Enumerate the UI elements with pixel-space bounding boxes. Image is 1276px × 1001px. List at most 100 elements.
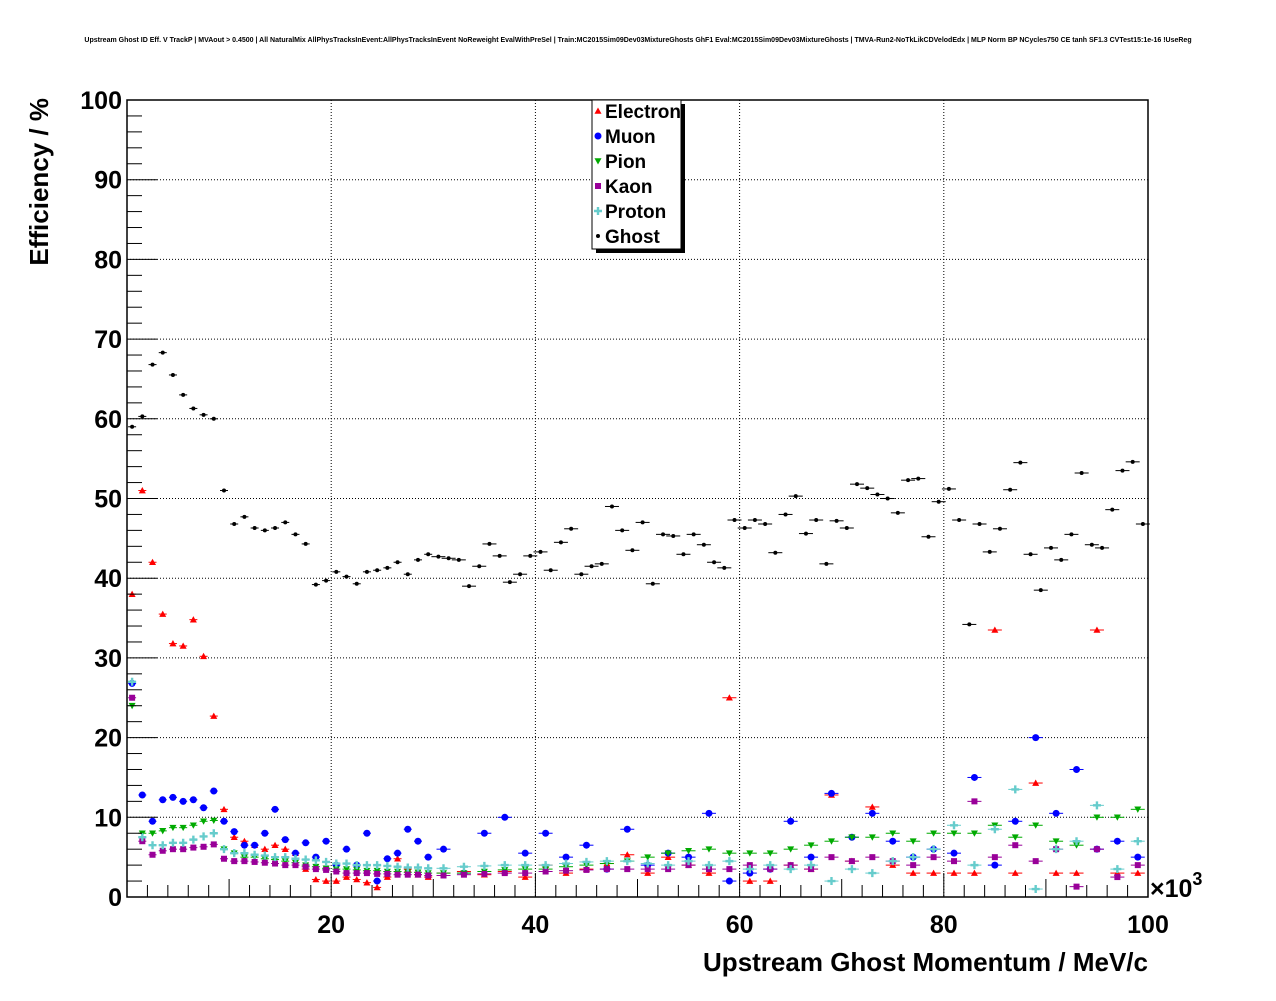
data-point bbox=[970, 830, 978, 837]
data-point bbox=[210, 841, 217, 848]
data-point bbox=[620, 528, 625, 533]
data-point bbox=[855, 482, 860, 487]
data-point bbox=[273, 525, 278, 530]
data-point bbox=[664, 861, 673, 870]
data-point bbox=[624, 866, 631, 873]
data-point bbox=[746, 877, 754, 884]
data-point bbox=[661, 532, 666, 537]
data-point bbox=[1073, 765, 1081, 773]
data-point bbox=[766, 861, 775, 870]
legend-label: Pion bbox=[605, 152, 646, 173]
data-point bbox=[1073, 842, 1081, 849]
legend: Electron Muon Pion Kaon Proton Ghost bbox=[591, 99, 685, 253]
data-point bbox=[991, 626, 999, 633]
data-point bbox=[957, 518, 962, 523]
data-point bbox=[521, 873, 529, 880]
data-point bbox=[1032, 858, 1039, 865]
data-point bbox=[221, 488, 226, 493]
data-point bbox=[189, 616, 197, 623]
data-point bbox=[200, 804, 208, 812]
y-tick-label: 50 bbox=[94, 486, 122, 514]
data-point bbox=[640, 520, 645, 525]
legend-label: Muon bbox=[605, 127, 656, 148]
data-point bbox=[936, 499, 941, 504]
data-point bbox=[1134, 806, 1142, 813]
legend-marker bbox=[595, 183, 601, 189]
data-point bbox=[415, 557, 420, 562]
data-point bbox=[271, 853, 280, 862]
data-point bbox=[240, 854, 248, 861]
data-point bbox=[786, 865, 795, 874]
data-point bbox=[563, 867, 570, 874]
data-point bbox=[752, 518, 757, 523]
data-point bbox=[970, 773, 978, 781]
data-point bbox=[644, 854, 652, 861]
data-point bbox=[1011, 817, 1019, 825]
data-point bbox=[712, 560, 717, 565]
data-point bbox=[385, 565, 390, 570]
data-point bbox=[1052, 809, 1060, 817]
data-point bbox=[541, 861, 550, 870]
data-point bbox=[1011, 834, 1019, 841]
data-point bbox=[650, 581, 655, 586]
data-point bbox=[393, 862, 402, 871]
data-point bbox=[200, 843, 207, 850]
data-point bbox=[507, 580, 512, 585]
data-point bbox=[404, 871, 411, 878]
data-point bbox=[251, 841, 259, 849]
data-point bbox=[1133, 837, 1142, 846]
data-point bbox=[518, 572, 523, 577]
data-point bbox=[322, 877, 330, 884]
data-point bbox=[334, 569, 339, 574]
data-point bbox=[283, 520, 288, 525]
x-axis-multiplier: ×103 bbox=[1150, 869, 1202, 903]
data-point bbox=[950, 849, 958, 857]
data-point bbox=[869, 854, 876, 861]
data-point bbox=[169, 824, 177, 832]
data-point bbox=[950, 869, 958, 876]
data-point bbox=[1018, 460, 1023, 465]
data-point bbox=[395, 560, 400, 565]
data-point bbox=[487, 541, 492, 546]
data-point bbox=[302, 839, 310, 847]
data-point bbox=[481, 870, 488, 877]
data-point bbox=[439, 864, 448, 873]
data-point bbox=[150, 362, 155, 367]
data-point bbox=[664, 850, 672, 857]
data-point bbox=[383, 861, 392, 870]
data-point bbox=[179, 838, 188, 847]
data-point bbox=[149, 830, 157, 837]
data-point bbox=[149, 851, 156, 858]
data-point bbox=[602, 857, 611, 866]
data-point bbox=[240, 849, 249, 858]
data-point bbox=[1008, 487, 1013, 492]
data-point bbox=[542, 868, 549, 875]
data-point bbox=[951, 858, 958, 865]
data-point bbox=[990, 825, 999, 834]
data-point bbox=[138, 487, 146, 494]
data-point bbox=[1092, 801, 1101, 810]
data-point bbox=[189, 796, 197, 804]
data-point bbox=[230, 833, 238, 841]
data-point bbox=[301, 855, 310, 864]
data-point bbox=[824, 561, 829, 566]
data-point bbox=[403, 863, 412, 872]
data-point bbox=[189, 835, 198, 844]
data-point bbox=[413, 863, 422, 872]
data-point bbox=[582, 841, 590, 849]
data-point bbox=[950, 830, 958, 837]
data-point bbox=[1032, 822, 1040, 829]
data-point bbox=[272, 860, 279, 867]
data-layer bbox=[128, 350, 1150, 894]
data-point bbox=[868, 803, 876, 810]
data-point bbox=[865, 486, 870, 491]
data-point bbox=[138, 833, 147, 842]
data-point bbox=[589, 564, 594, 569]
data-point bbox=[1031, 885, 1040, 894]
data-point bbox=[200, 818, 208, 825]
data-point bbox=[500, 861, 509, 870]
x-tick-label: 40 bbox=[521, 911, 549, 939]
data-point bbox=[558, 540, 563, 545]
data-point bbox=[282, 862, 289, 869]
data-point bbox=[332, 877, 340, 884]
